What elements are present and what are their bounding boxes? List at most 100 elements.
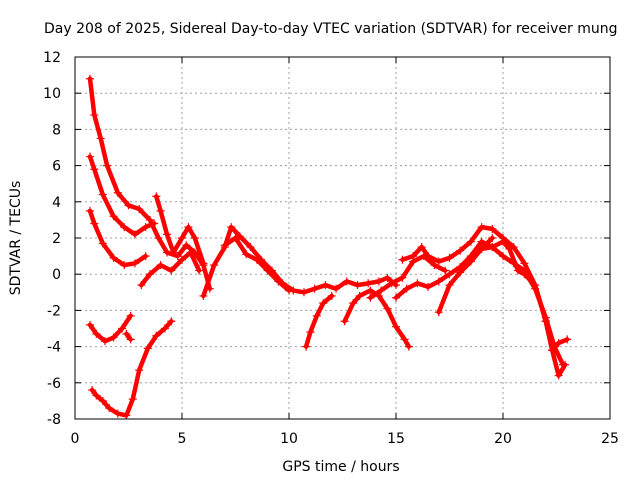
data-point <box>434 308 443 317</box>
data-point <box>398 255 407 264</box>
series-track-4 <box>87 313 133 344</box>
data-point <box>124 201 133 210</box>
data-point <box>154 234 163 242</box>
data-point <box>445 270 454 279</box>
data-point <box>210 261 219 270</box>
data-point <box>182 241 191 250</box>
data-point <box>150 219 159 228</box>
x-tick-label: 0 <box>71 431 80 447</box>
data-point <box>103 161 112 170</box>
data-point <box>488 243 497 252</box>
data-point <box>137 281 146 290</box>
chart-title: Day 208 of 2025, Sidereal Day-to-day VTE… <box>44 21 618 37</box>
data-point <box>128 395 137 404</box>
data-point <box>430 261 439 270</box>
data-point <box>120 223 129 232</box>
data-point <box>520 259 529 268</box>
y-axis-title: SDTVAR / TECUs <box>8 181 24 296</box>
data-point <box>130 259 139 268</box>
data-point <box>417 243 426 252</box>
data-point <box>392 322 400 331</box>
data-point <box>299 288 308 297</box>
data-point <box>173 252 182 261</box>
data-point <box>319 299 328 308</box>
data-point <box>364 279 373 288</box>
data-layer <box>85 74 572 420</box>
data-point <box>178 234 186 242</box>
y-tick-label: 8 <box>52 122 61 138</box>
x-tick-label: 20 <box>494 431 512 447</box>
data-point <box>85 320 94 329</box>
data-point <box>231 234 240 242</box>
data-point <box>413 279 422 288</box>
data-point <box>310 284 319 293</box>
data-point <box>477 244 486 253</box>
data-point <box>199 259 208 268</box>
data-point <box>141 252 150 261</box>
series-track-7 <box>154 194 206 266</box>
data-point <box>105 404 114 413</box>
y-tick-label: 10 <box>43 86 61 102</box>
y-tick-label: 2 <box>52 231 61 247</box>
data-point <box>456 246 465 255</box>
data-point <box>100 337 109 346</box>
data-point <box>109 212 118 221</box>
data-point <box>88 386 97 395</box>
data-point <box>531 281 540 290</box>
data-point <box>184 223 193 232</box>
data-point <box>141 223 150 232</box>
series-track-6 <box>89 319 174 418</box>
data-point <box>156 261 165 270</box>
data-point <box>366 293 375 302</box>
data-point <box>456 268 465 277</box>
x-tick-label: 15 <box>387 431 405 447</box>
data-point <box>122 329 131 338</box>
data-point <box>398 273 407 282</box>
data-point <box>513 266 522 275</box>
data-point <box>499 237 507 246</box>
data-point <box>90 165 99 174</box>
data-point <box>404 342 413 351</box>
data-point <box>340 317 349 326</box>
data-point <box>488 224 497 233</box>
data-point <box>402 284 411 293</box>
data-point <box>306 328 315 337</box>
data-point <box>499 252 507 261</box>
data-point <box>441 266 450 275</box>
data-point <box>98 190 107 199</box>
data-point <box>327 291 336 300</box>
data-point <box>466 237 475 246</box>
x-tick-label: 5 <box>178 431 187 447</box>
data-point <box>274 277 283 286</box>
series-track-11 <box>303 293 335 349</box>
data-point <box>332 284 341 293</box>
series-track-2 <box>87 154 157 237</box>
data-point <box>246 243 255 252</box>
data-point <box>85 74 94 83</box>
data-point <box>98 239 107 248</box>
data-point <box>92 391 101 400</box>
data-point <box>387 279 396 288</box>
data-point <box>374 277 383 286</box>
data-point <box>190 234 199 242</box>
data-point <box>90 110 99 119</box>
data-point <box>563 335 572 344</box>
data-point <box>392 293 400 302</box>
data-point <box>520 270 529 279</box>
data-point <box>424 252 433 261</box>
data-point <box>321 281 330 290</box>
data-point <box>477 223 486 232</box>
data-point <box>122 411 131 420</box>
data-point <box>355 291 364 300</box>
data-point <box>186 248 195 257</box>
data-point <box>169 248 178 257</box>
data-point <box>167 266 176 275</box>
data-point <box>383 304 392 313</box>
data-point <box>85 206 94 215</box>
data-point <box>109 333 118 342</box>
data-point <box>353 281 362 290</box>
data-point <box>109 253 118 262</box>
y-tick-label: -4 <box>47 340 61 356</box>
x-tick-label: 10 <box>280 431 298 447</box>
